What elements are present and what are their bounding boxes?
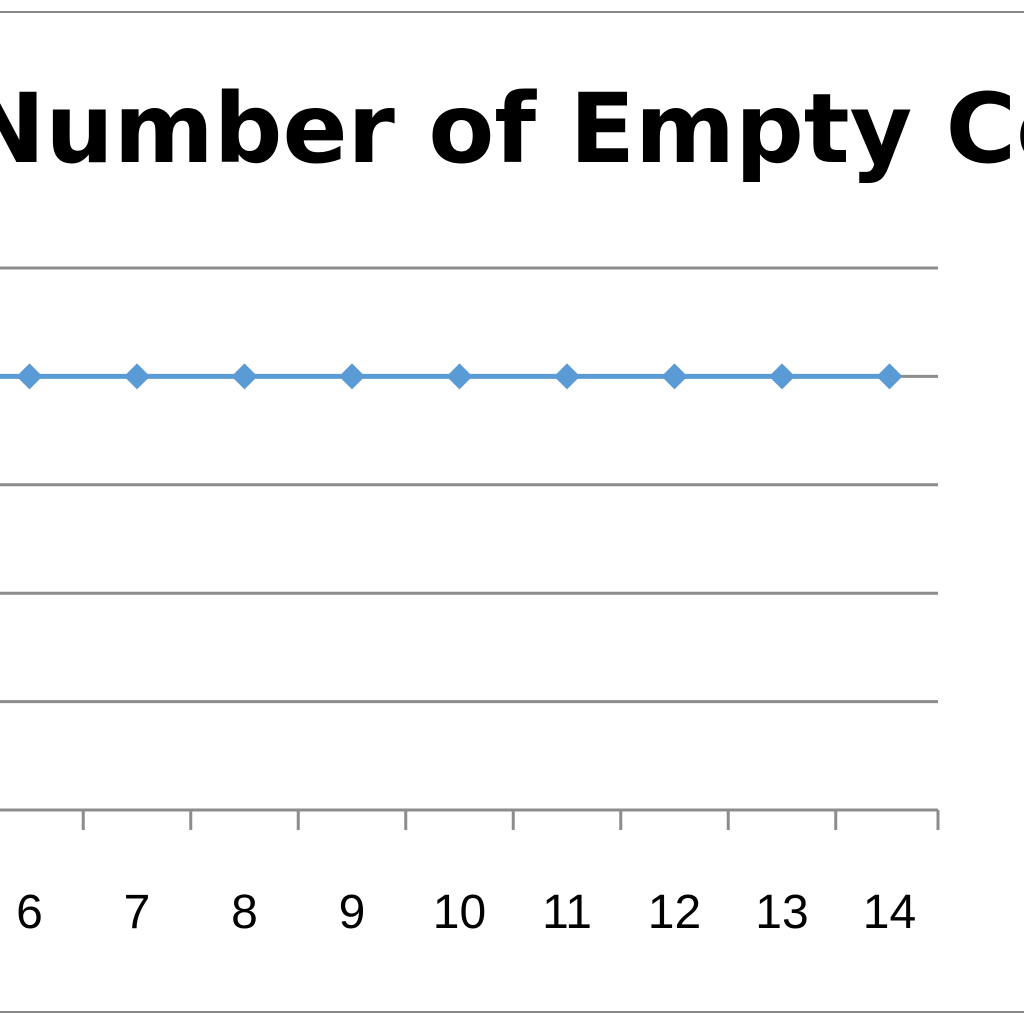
data-point-9 <box>339 363 365 390</box>
gridlines <box>0 266 938 704</box>
data-point-6 <box>16 363 43 390</box>
x-tick-label-9: 9 <box>339 886 366 939</box>
data-point-11 <box>554 363 580 390</box>
x-tick-label-13: 13 <box>755 886 808 939</box>
data-point-7 <box>124 363 150 390</box>
x-tick-label-10: 10 <box>433 886 486 939</box>
chart-title: Number of Empty Cells <box>0 73 1024 185</box>
data-point-10 <box>446 363 473 390</box>
x-tick-label-11: 11 <box>542 886 592 939</box>
x-tick-label-14: 14 <box>863 886 916 939</box>
x-axis-ticks <box>81 810 940 830</box>
data-point-14 <box>876 363 903 390</box>
data-point-12 <box>661 363 688 390</box>
x-axis-tick-labels: 6 7 8 9 10 11 12 13 14 <box>16 886 916 939</box>
data-point-8 <box>231 363 258 390</box>
x-tick-label-6: 6 <box>16 886 43 939</box>
x-tick-label-8: 8 <box>231 886 258 939</box>
x-tick-label-12: 12 <box>648 886 701 939</box>
x-tick-label-7: 7 <box>124 886 151 939</box>
data-point-13 <box>769 363 795 390</box>
series-1 <box>0 363 903 390</box>
